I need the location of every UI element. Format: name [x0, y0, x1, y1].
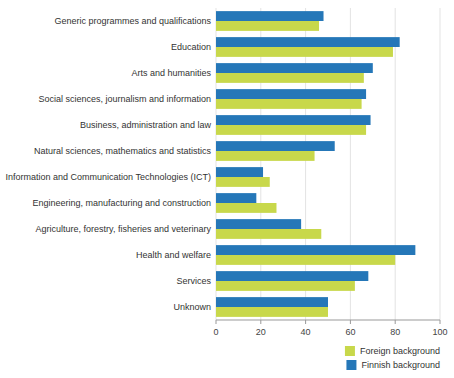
category-label: Unknown	[173, 302, 211, 312]
category-label: Arts and humanities	[131, 68, 211, 78]
bar	[216, 47, 393, 57]
bar	[216, 125, 366, 135]
bar	[216, 11, 324, 21]
legend-label: Foreign background	[360, 346, 440, 356]
grid	[216, 8, 440, 320]
legend-label: Finnish background	[361, 360, 440, 370]
tick-label: 40	[301, 327, 311, 337]
bar	[216, 73, 364, 83]
tick-label: 80	[390, 327, 400, 337]
bar	[216, 245, 415, 255]
bar	[216, 37, 400, 47]
legend: Foreign background Finnish background	[345, 346, 440, 370]
legend-swatch	[346, 360, 356, 370]
chart-container: 0 20 40 60 80 100 Generic programmes and quali…	[0, 0, 454, 378]
bar	[216, 297, 328, 307]
bar	[216, 115, 371, 125]
tick-mark	[216, 320, 217, 324]
bar	[216, 229, 321, 239]
tick-mark	[260, 320, 261, 324]
bar	[216, 219, 301, 229]
category-label: Generic programmes and qualifications	[54, 16, 211, 26]
tick-mark	[440, 320, 441, 324]
bar	[216, 193, 256, 203]
tick-mark	[305, 320, 306, 324]
category-label: Engineering, manufacturing and construct…	[32, 198, 211, 208]
bar	[216, 151, 315, 161]
bar	[216, 21, 319, 31]
tick-label: 60	[345, 327, 355, 337]
y-axis: Generic programmes and qualifications Edu…	[6, 16, 212, 312]
chart: 0 20 40 60 80 100 Generic programmes and quali…	[0, 0, 454, 378]
category-label: Natural sciences, mathematics and statis…	[34, 146, 212, 156]
bars	[216, 11, 415, 317]
bar	[216, 167, 263, 177]
bar	[216, 203, 276, 213]
bar	[216, 177, 270, 187]
x-axis: 0 20 40 60 80 100	[213, 320, 447, 337]
grid-line	[395, 8, 396, 320]
grid-line	[440, 8, 441, 320]
category-label: Education	[171, 42, 211, 52]
category-label: Services	[176, 276, 211, 286]
category-label: Social sciences, journalism and informat…	[38, 94, 211, 104]
tick-mark	[395, 320, 396, 324]
bar	[216, 255, 395, 265]
tick-label: 100	[432, 327, 447, 337]
category-label: Health and welfare	[136, 250, 211, 260]
bar	[216, 89, 366, 99]
axis-line	[216, 320, 440, 321]
legend-swatch	[345, 346, 355, 356]
category-label: Business, administration and law	[80, 120, 212, 130]
tick-label: 0	[213, 327, 218, 337]
tick-label: 20	[256, 327, 266, 337]
tick-mark	[350, 320, 351, 324]
bar	[216, 281, 355, 291]
background	[0, 0, 454, 378]
bar	[216, 307, 328, 317]
bar	[216, 141, 335, 151]
category-label: Information and Communication Technologi…	[6, 172, 211, 182]
bar	[216, 271, 368, 281]
category-label: Agriculture, forestry, fisheries and vet…	[36, 224, 212, 234]
bar	[216, 63, 373, 73]
bar	[216, 99, 362, 109]
